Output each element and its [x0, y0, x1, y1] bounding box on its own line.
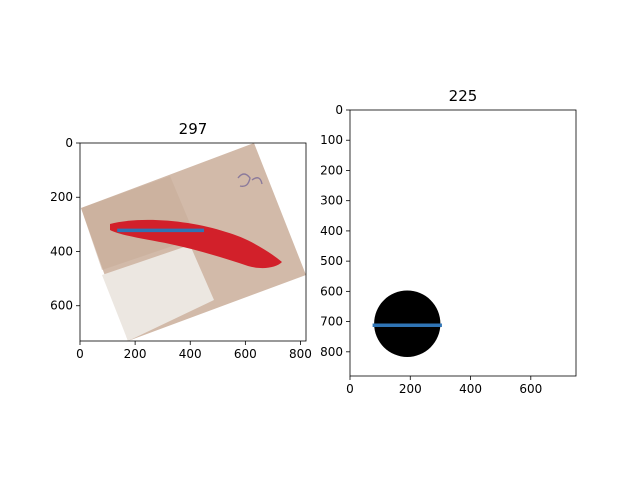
- y-tick-label: 100: [320, 133, 343, 147]
- x-tick-label: 800: [289, 347, 312, 361]
- x-tick-label: 400: [179, 347, 202, 361]
- y-tick-label: 600: [50, 299, 73, 313]
- x-tick-label: 200: [399, 382, 422, 396]
- y-tick-label: 300: [320, 194, 343, 208]
- y-tick-label: 800: [320, 345, 343, 359]
- mask-image: [350, 110, 576, 376]
- wound-image: [80, 143, 306, 341]
- ink-marking: [237, 173, 263, 188]
- x-tick-label: 400: [459, 382, 482, 396]
- panel-circle-mask: 225 0 200 400 600 0 100 200 300 400 500 600 700 800: [320, 87, 577, 396]
- panel-title-left: 297: [179, 120, 208, 138]
- y-tick-label: 600: [320, 284, 343, 298]
- x-tick-label: 600: [234, 347, 257, 361]
- cloth-region: [102, 245, 214, 341]
- y-tick-label: 200: [320, 163, 343, 177]
- panel-wound-photo: 297 0 200 400 600 800 0 200 400 600: [50, 120, 312, 361]
- x-tick-label: 600: [519, 382, 542, 396]
- x-tick-label: 0: [346, 382, 354, 396]
- y-tick-label: 0: [65, 136, 73, 150]
- y-tick-label: 700: [320, 315, 343, 329]
- panel-title-right: 225: [449, 87, 478, 105]
- x-tick-label: 0: [76, 347, 84, 361]
- y-tick-label: 0: [335, 103, 343, 117]
- axes-frame-right: [349, 109, 577, 377]
- y-tick-label: 200: [50, 190, 73, 204]
- axes-frame-left: [79, 142, 307, 342]
- y-tick-label: 400: [320, 224, 343, 238]
- x-tick-label: 200: [124, 347, 147, 361]
- axis-ticks-left: 0 200 400 600 800 0 200 400 600: [50, 136, 312, 361]
- axis-ticks-right: 0 200 400 600 0 100 200 300 400 500 600 700 800: [320, 103, 542, 396]
- y-tick-label: 500: [320, 254, 343, 268]
- y-tick-label: 400: [50, 244, 73, 258]
